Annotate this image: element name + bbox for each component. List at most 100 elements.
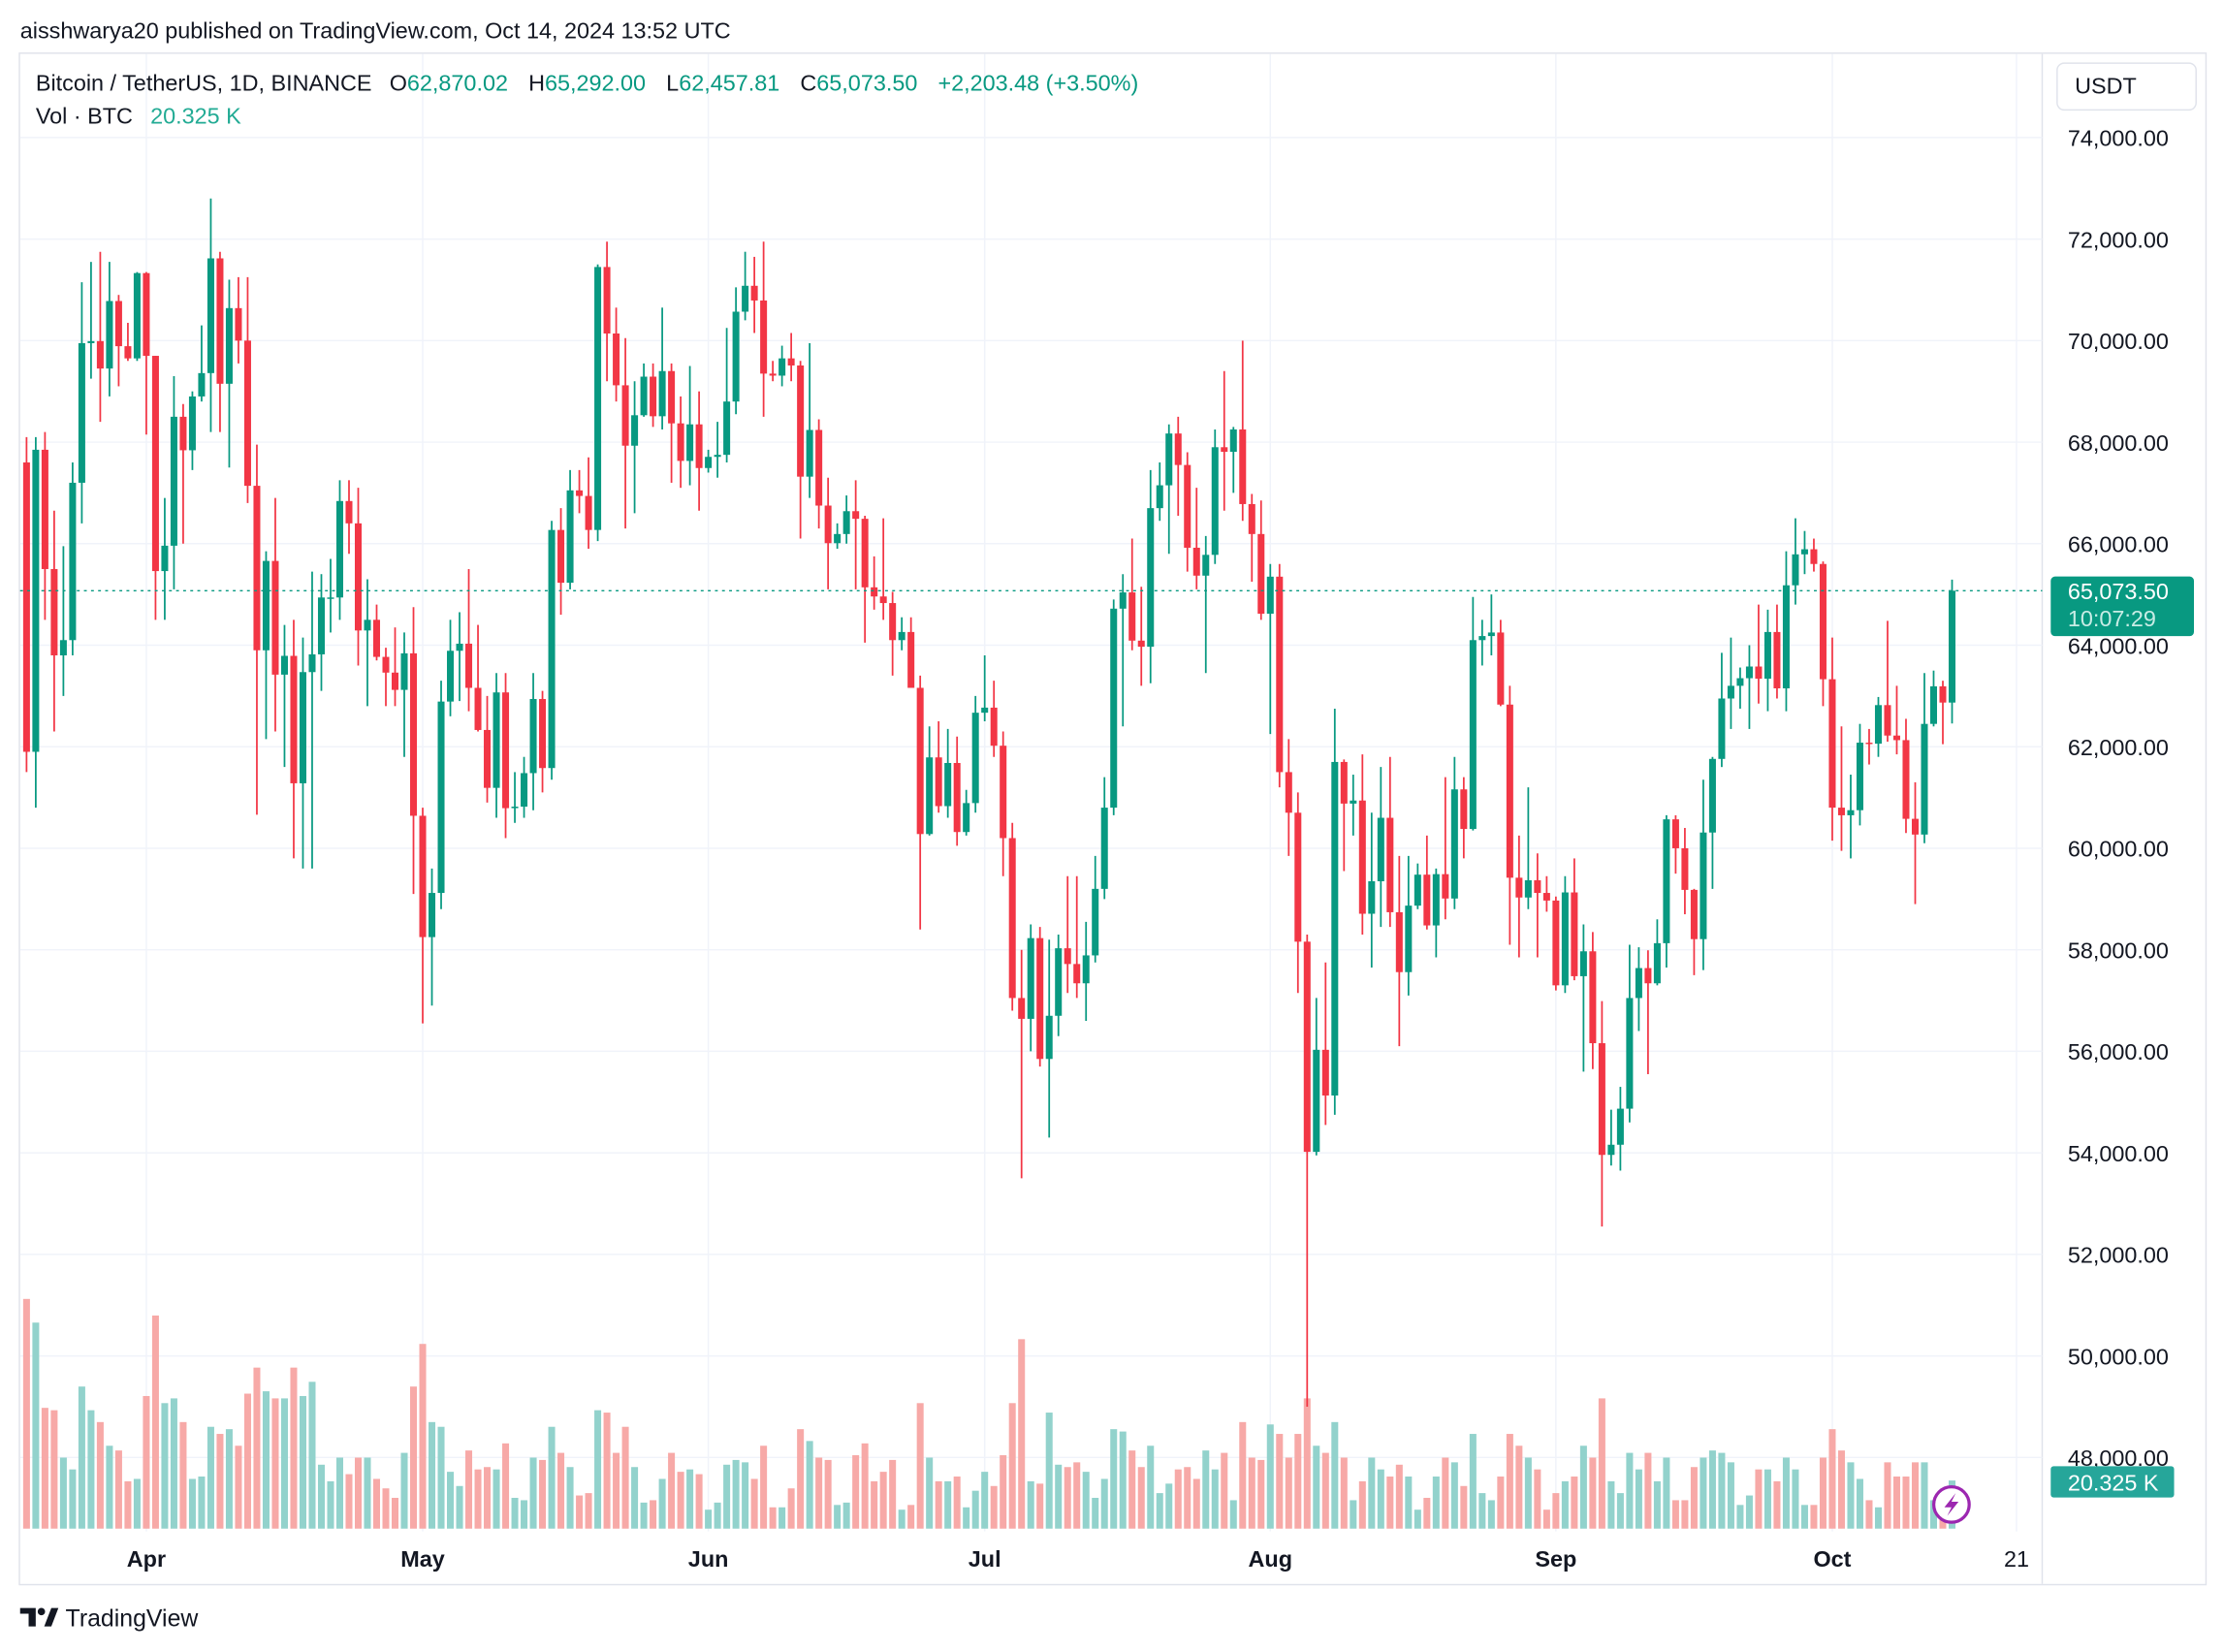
candle[interactable] <box>677 396 684 489</box>
candle[interactable] <box>1763 609 1771 712</box>
candle[interactable] <box>760 241 768 417</box>
candle[interactable] <box>1506 685 1513 945</box>
candle[interactable] <box>778 345 786 387</box>
candle[interactable] <box>1239 340 1247 522</box>
candle[interactable] <box>1073 875 1081 999</box>
candle[interactable] <box>1248 493 1255 583</box>
lightning-bolt-icon[interactable] <box>1932 1484 1971 1524</box>
candle[interactable] <box>797 361 805 539</box>
candle[interactable] <box>1828 637 1836 842</box>
candle[interactable] <box>916 675 924 930</box>
candle[interactable] <box>871 556 878 610</box>
candle[interactable] <box>852 480 860 589</box>
candle[interactable] <box>290 620 298 859</box>
candle[interactable] <box>529 673 537 810</box>
candle[interactable] <box>1423 835 1431 930</box>
candle[interactable] <box>1442 777 1449 920</box>
candle[interactable] <box>143 271 150 435</box>
candle[interactable] <box>732 287 740 415</box>
candle[interactable] <box>419 808 427 1024</box>
candle[interactable] <box>750 256 758 334</box>
candle[interactable] <box>1837 726 1845 851</box>
candle[interactable] <box>1395 855 1403 1047</box>
candle[interactable] <box>1460 777 1468 859</box>
candle[interactable] <box>742 251 749 321</box>
candle[interactable] <box>613 307 620 402</box>
candle[interactable] <box>50 510 58 732</box>
candle[interactable] <box>1902 718 1910 834</box>
candle[interactable] <box>1340 759 1348 872</box>
candle[interactable] <box>372 604 381 661</box>
candle[interactable] <box>1884 620 1891 743</box>
candle[interactable] <box>981 654 989 722</box>
candle[interactable] <box>1331 708 1339 1115</box>
candle[interactable] <box>1948 579 1956 724</box>
candle[interactable] <box>216 251 224 432</box>
candle[interactable] <box>1294 792 1302 994</box>
candle[interactable] <box>22 436 30 773</box>
candle[interactable] <box>1727 637 1734 729</box>
candle[interactable] <box>889 591 897 676</box>
candle[interactable] <box>1681 828 1689 915</box>
candle[interactable] <box>1285 739 1292 856</box>
candle[interactable] <box>1755 604 1763 704</box>
candle[interactable] <box>1469 596 1477 831</box>
candle[interactable] <box>723 328 731 463</box>
candle[interactable] <box>640 363 648 417</box>
candle[interactable] <box>437 681 445 909</box>
candle[interactable] <box>576 469 584 514</box>
candle[interactable] <box>364 579 371 707</box>
candle[interactable] <box>198 325 206 402</box>
candle[interactable] <box>1266 563 1274 735</box>
candle[interactable] <box>1534 853 1541 958</box>
candle[interactable] <box>1515 835 1523 958</box>
candle[interactable] <box>511 772 519 823</box>
candle[interactable] <box>1432 868 1440 958</box>
candle[interactable] <box>668 363 676 483</box>
candle[interactable] <box>1064 875 1071 994</box>
candle[interactable] <box>1671 814 1679 874</box>
currency-button[interactable]: USDT <box>2056 62 2197 111</box>
candle[interactable] <box>539 690 547 793</box>
candle[interactable] <box>1718 652 1726 768</box>
candle[interactable] <box>382 648 390 707</box>
candle[interactable] <box>1368 812 1376 969</box>
candle[interactable] <box>96 251 104 423</box>
candle[interactable] <box>990 681 998 757</box>
candle[interactable] <box>926 726 934 836</box>
candle[interactable] <box>824 477 832 589</box>
candle[interactable] <box>815 419 823 529</box>
candle[interactable] <box>400 632 408 757</box>
candle[interactable] <box>1100 777 1108 900</box>
candle[interactable] <box>898 617 905 651</box>
candle[interactable] <box>1478 620 1486 666</box>
candle[interactable] <box>1626 944 1634 1123</box>
candle[interactable] <box>1929 670 1938 727</box>
candle[interactable] <box>548 521 556 780</box>
candle[interactable] <box>1128 538 1136 651</box>
candle[interactable] <box>106 262 113 397</box>
candle[interactable] <box>650 363 657 428</box>
candle[interactable] <box>521 756 528 818</box>
candle[interactable] <box>308 571 316 869</box>
candle[interactable] <box>345 480 353 555</box>
candle[interactable] <box>207 198 214 432</box>
candle-series[interactable] <box>22 198 1956 1407</box>
candle[interactable] <box>1000 731 1007 876</box>
candle[interactable] <box>566 469 574 589</box>
candle[interactable] <box>1414 863 1421 909</box>
candle[interactable] <box>842 495 850 544</box>
candle[interactable] <box>1110 599 1118 815</box>
candle[interactable] <box>1847 775 1855 859</box>
candle[interactable] <box>879 518 887 620</box>
candle[interactable] <box>1321 962 1329 1126</box>
candle[interactable] <box>714 422 721 478</box>
candle[interactable] <box>907 617 915 688</box>
candle[interactable] <box>1819 561 1827 707</box>
candle[interactable] <box>603 241 611 382</box>
candle[interactable] <box>1874 696 1882 757</box>
candle[interactable] <box>1497 620 1505 707</box>
candle[interactable] <box>1598 1001 1605 1227</box>
candle[interactable] <box>161 497 169 620</box>
